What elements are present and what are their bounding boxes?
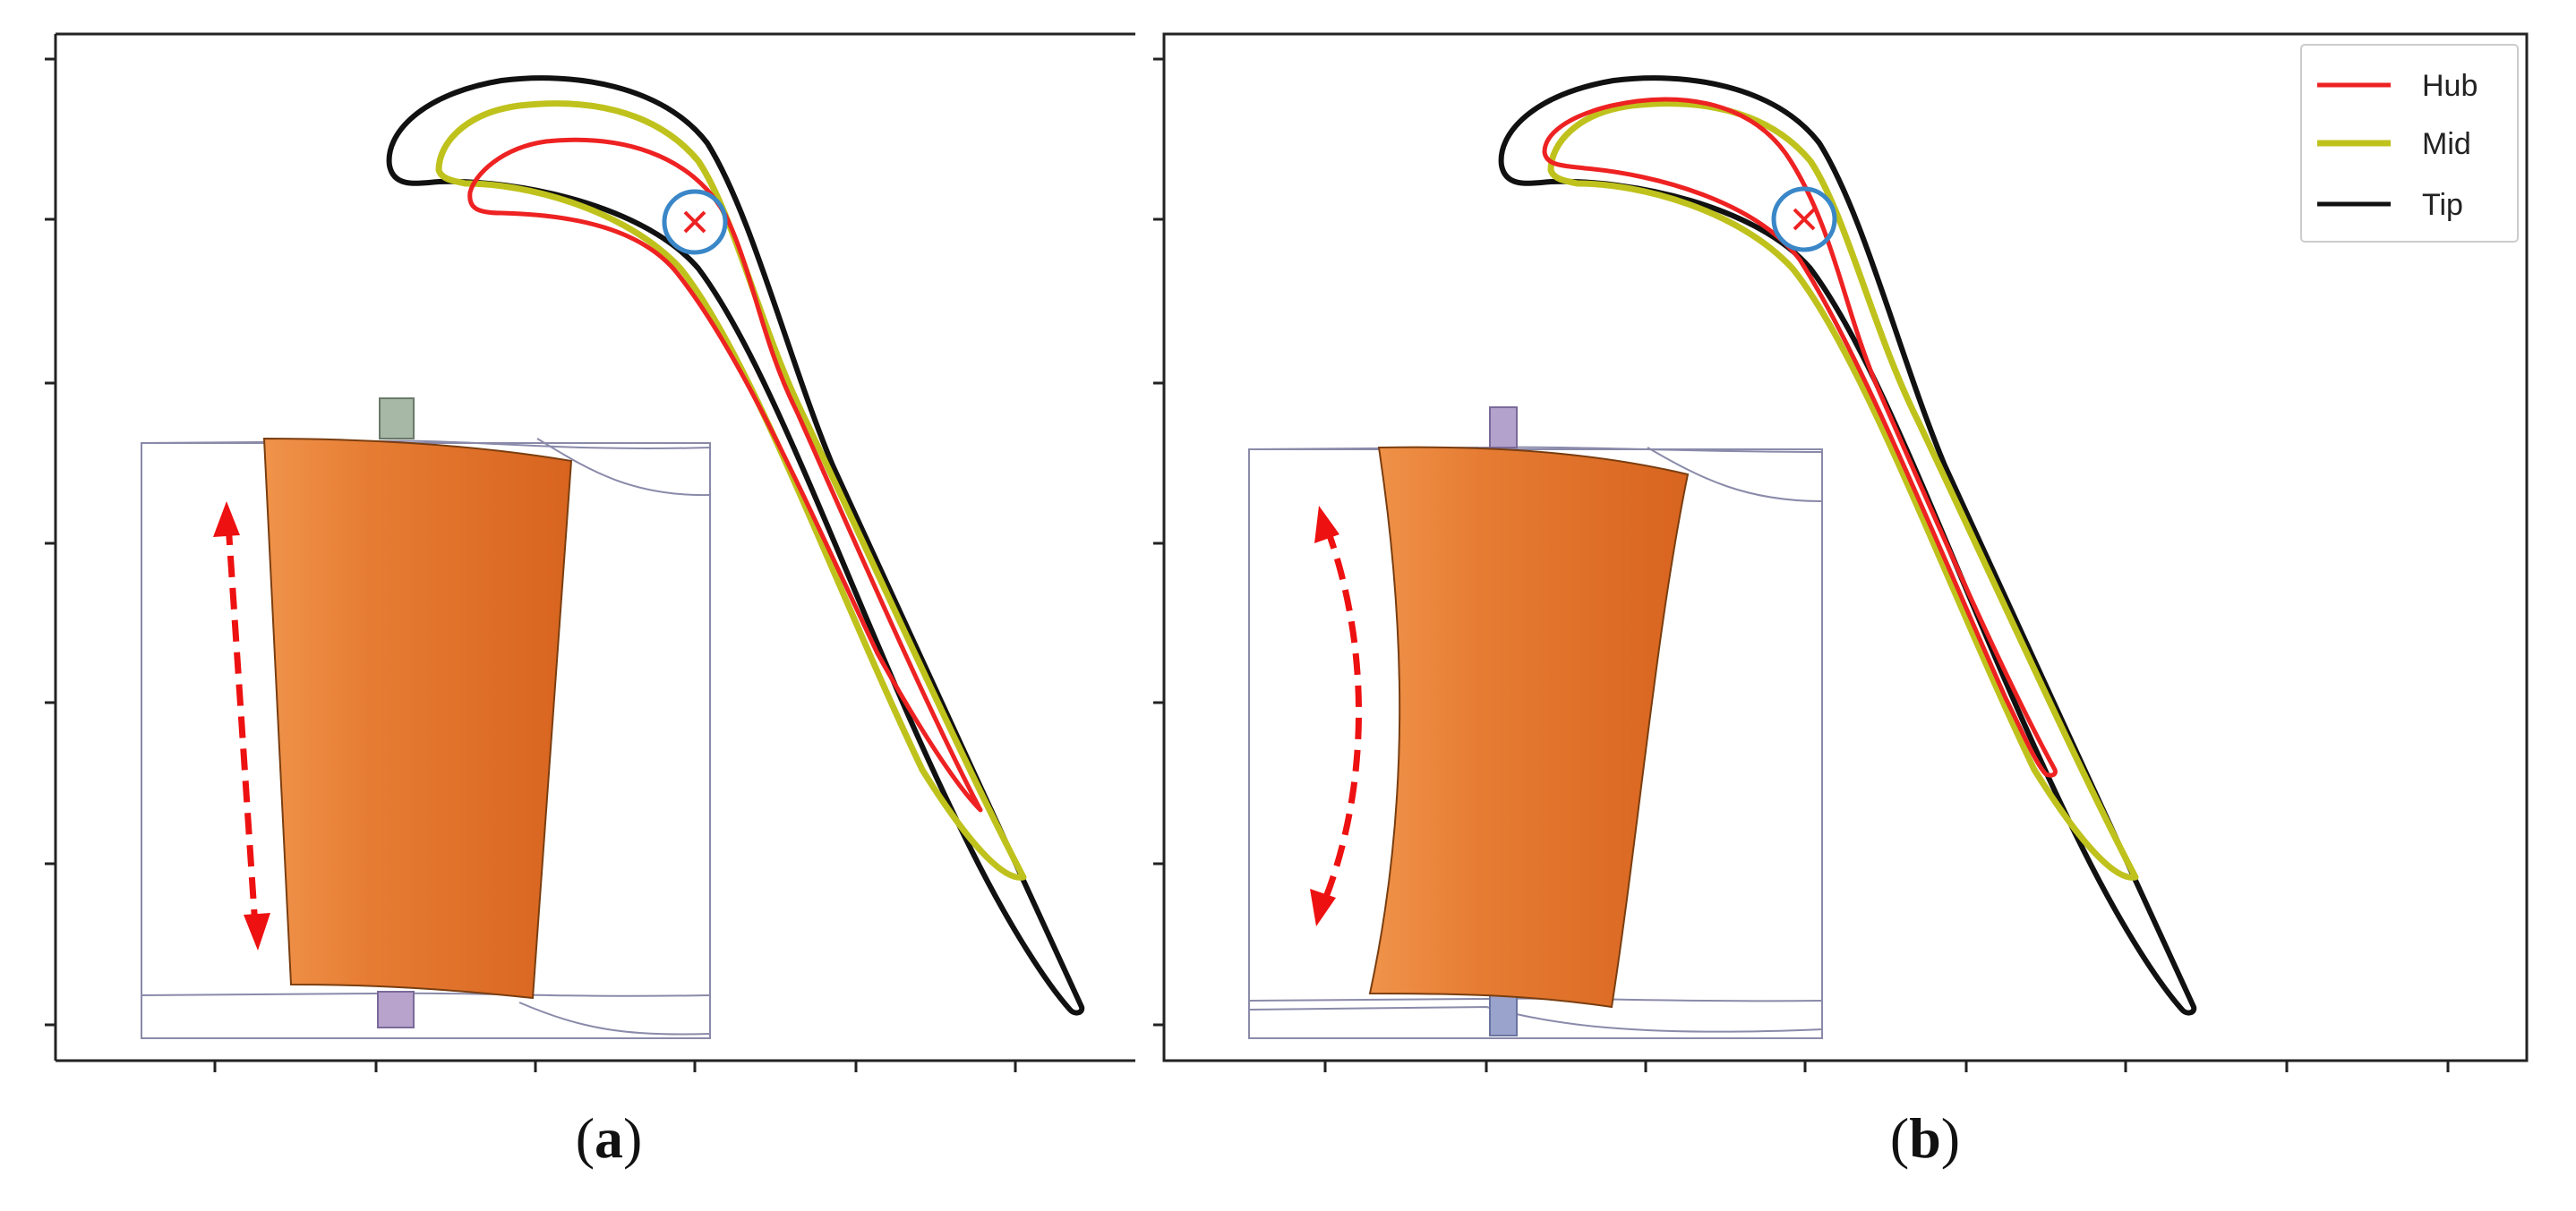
legend-item-hub: Hub (2317, 69, 2478, 103)
panel-b-hub-profile (1542, 97, 2058, 778)
panel-b-inset (1248, 406, 1823, 1039)
circled-cross-icon (662, 189, 728, 255)
panel-b-y-ticks (1153, 57, 1164, 1027)
panel-a (45, 32, 1135, 1072)
legend: Hub Mid Tip (2300, 44, 2519, 243)
panel-a-blade (262, 437, 573, 1000)
panel-a-axes (45, 32, 1135, 1072)
legend-item-tip: Tip (2317, 188, 2463, 222)
panel-b-caption: (b) (1889, 1106, 1961, 1170)
panel-b: Hub Mid Tip (1153, 32, 2529, 1072)
panel-b-marker (1771, 186, 1837, 252)
panel-b-mid-profile (1547, 100, 2139, 881)
panel-a-y-ticks (45, 57, 56, 1027)
panel-a-inset (141, 397, 711, 1039)
legend-item-mid: Mid (2317, 127, 2471, 161)
curved-double-arrow-icon (1310, 506, 1362, 926)
legend-label-tip: Tip (2422, 188, 2463, 222)
panel-b-blade (1368, 446, 1690, 1009)
panel-b-x-ticks (1323, 1061, 2450, 1072)
panel-a-hub-profile (467, 137, 983, 813)
panel-a-profiles (386, 75, 1085, 1016)
panel-b-axes (1153, 32, 2529, 1072)
panel-b-profiles (1498, 75, 2197, 1016)
panel-a-marker (662, 189, 728, 255)
panel-a-x-ticks (213, 1061, 1017, 1072)
legend-label-mid: Mid (2422, 127, 2471, 161)
straight-double-arrow-icon (213, 501, 270, 951)
legend-label-hub: Hub (2422, 69, 2478, 103)
panel-a-caption: (a) (575, 1106, 643, 1170)
panel-a-mid-profile (435, 100, 1027, 881)
circled-cross-icon (1771, 186, 1837, 252)
